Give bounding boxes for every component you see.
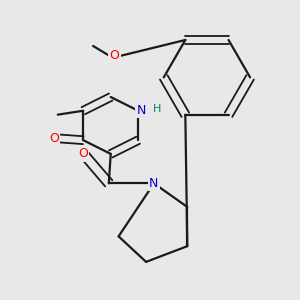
Text: H: H — [153, 104, 161, 114]
Text: N: N — [149, 177, 159, 190]
Text: O: O — [110, 49, 120, 62]
Text: O: O — [78, 147, 88, 161]
Text: O: O — [49, 132, 59, 145]
Text: N: N — [137, 104, 146, 117]
